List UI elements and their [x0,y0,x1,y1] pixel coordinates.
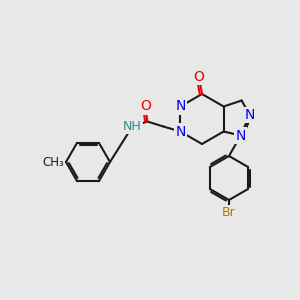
Text: N: N [175,124,185,139]
Text: CH₃: CH₃ [42,155,64,169]
Text: NH: NH [123,120,142,133]
Text: Br: Br [222,206,236,220]
Text: N: N [236,128,246,142]
Text: N: N [175,100,185,113]
Text: N: N [244,108,255,122]
Text: O: O [140,100,151,113]
Text: O: O [194,70,204,84]
